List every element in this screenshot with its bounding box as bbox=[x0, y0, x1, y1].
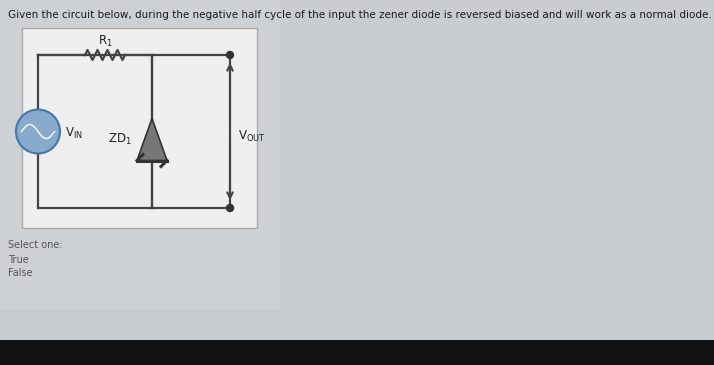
Text: V$_{\mathregular{IN}}$: V$_{\mathregular{IN}}$ bbox=[65, 126, 83, 141]
Bar bbox=[280, 0, 714, 340]
Text: Given the circuit below, during the negative half cycle of the input the zener d: Given the circuit below, during the nega… bbox=[8, 10, 712, 20]
Text: Select one:: Select one: bbox=[8, 240, 63, 250]
Circle shape bbox=[226, 51, 233, 58]
Text: ZD$_{\mathregular{1}}$: ZD$_{\mathregular{1}}$ bbox=[109, 132, 132, 147]
FancyBboxPatch shape bbox=[22, 28, 257, 228]
Bar bbox=[0, 0, 290, 310]
Text: False: False bbox=[8, 268, 33, 278]
Bar bbox=[0, 340, 714, 365]
Circle shape bbox=[16, 110, 60, 154]
Text: R$_{\mathregular{1}}$: R$_{\mathregular{1}}$ bbox=[98, 34, 112, 49]
Text: True: True bbox=[8, 255, 29, 265]
Circle shape bbox=[226, 204, 233, 211]
Polygon shape bbox=[137, 119, 167, 161]
Text: V$_{\mathregular{OUT}}$: V$_{\mathregular{OUT}}$ bbox=[238, 129, 266, 144]
